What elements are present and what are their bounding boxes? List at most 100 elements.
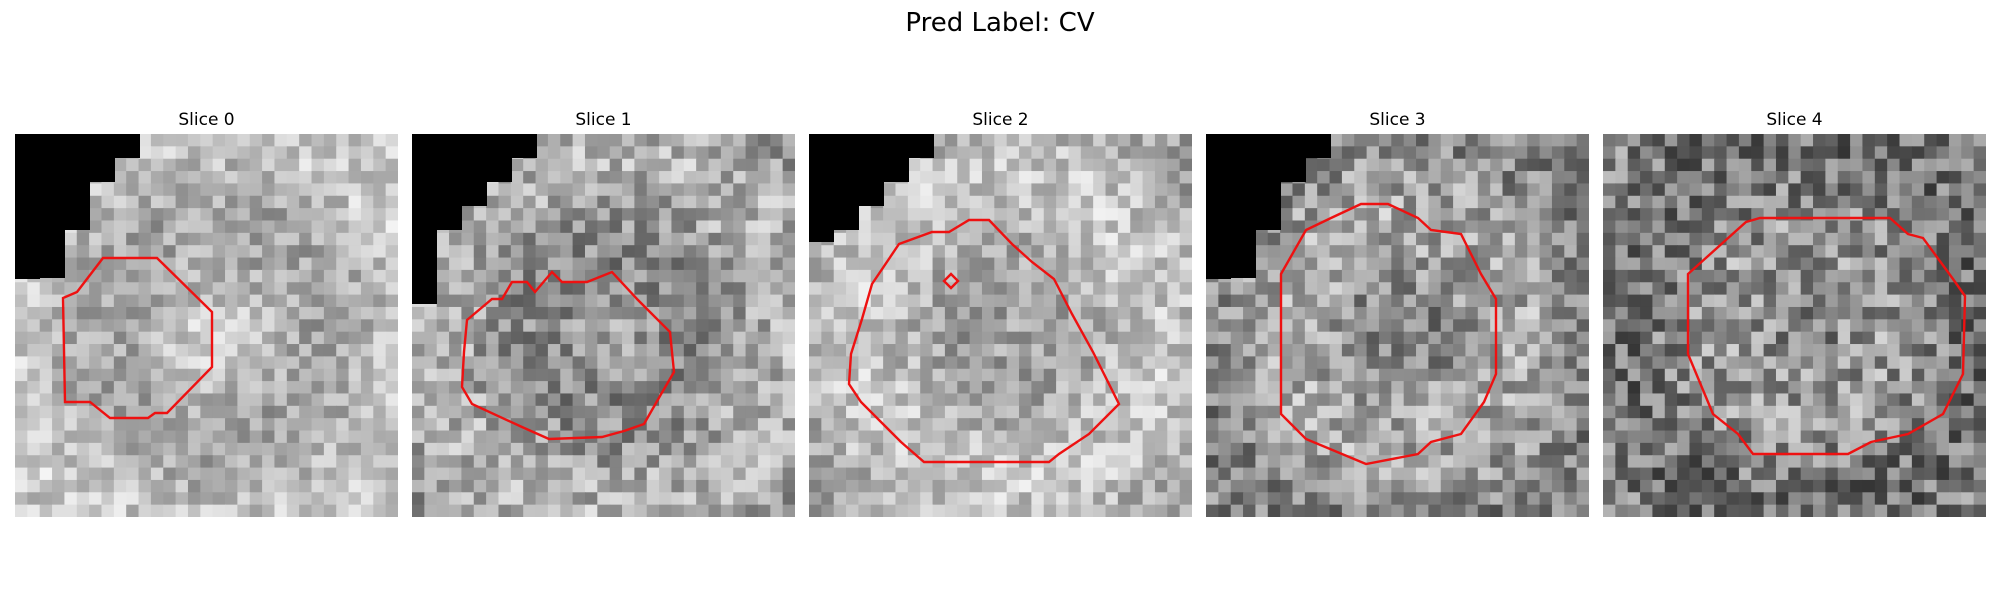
pixel xyxy=(1341,442,1355,456)
pixel xyxy=(1726,294,1740,308)
pixel xyxy=(225,455,238,469)
pixel xyxy=(1043,183,1057,197)
pixel xyxy=(1677,418,1691,432)
pixel xyxy=(1179,479,1192,493)
pixel xyxy=(1825,245,1839,259)
pixel xyxy=(1391,442,1405,456)
pixel xyxy=(1154,269,1168,283)
pixel xyxy=(981,208,995,222)
pixel xyxy=(1366,232,1380,246)
pixel xyxy=(126,208,140,222)
pixel xyxy=(1551,146,1565,160)
pixel xyxy=(262,381,276,395)
pixel xyxy=(1539,393,1553,407)
pixel xyxy=(212,504,226,517)
pixel xyxy=(323,381,337,395)
pixel xyxy=(1788,393,1802,407)
pixel xyxy=(1763,257,1777,271)
pixel xyxy=(634,171,648,185)
pixel xyxy=(1936,418,1950,432)
pixel xyxy=(249,319,263,333)
pixel xyxy=(225,257,238,271)
pixel xyxy=(944,232,958,246)
pixel xyxy=(473,418,487,432)
pixel xyxy=(1391,319,1405,333)
pixel xyxy=(510,220,524,234)
pixel xyxy=(1825,442,1839,456)
pixel xyxy=(1167,368,1181,382)
pixel xyxy=(187,405,201,419)
pixel xyxy=(1243,306,1257,320)
pixel xyxy=(138,418,152,432)
pixel xyxy=(1527,479,1541,493)
pixel xyxy=(1850,158,1864,172)
pixel xyxy=(1391,269,1405,283)
pixel xyxy=(1440,455,1454,469)
pixel xyxy=(1936,356,1950,370)
pixel xyxy=(1167,418,1181,432)
pixel xyxy=(1043,504,1057,517)
pixel xyxy=(1179,368,1192,382)
pixel xyxy=(560,405,574,419)
pixel xyxy=(634,430,648,444)
pixel xyxy=(311,306,325,320)
pixel xyxy=(249,430,263,444)
pixel xyxy=(237,146,251,160)
pixel xyxy=(1763,504,1777,517)
slice-svg xyxy=(1603,134,1986,517)
pixel xyxy=(883,479,897,493)
pixel xyxy=(1576,418,1589,432)
pixel xyxy=(187,331,201,345)
pixel xyxy=(138,479,152,493)
pixel xyxy=(1689,146,1703,160)
pixel xyxy=(1142,306,1156,320)
pixel xyxy=(1218,492,1232,506)
pixel xyxy=(1539,455,1553,469)
pixel xyxy=(560,344,574,357)
pixel xyxy=(1615,183,1629,197)
pixel xyxy=(523,269,537,283)
pixel xyxy=(1800,492,1814,506)
pixel xyxy=(286,195,300,209)
pixel xyxy=(1689,319,1703,333)
pixel xyxy=(1911,294,1925,308)
pixel xyxy=(821,455,835,469)
pixel xyxy=(126,183,140,197)
pixel xyxy=(473,393,487,407)
pixel xyxy=(609,319,623,333)
pixel xyxy=(299,183,313,197)
pixel xyxy=(1317,479,1331,493)
pixel xyxy=(683,195,697,209)
pixel xyxy=(981,344,995,357)
pixel xyxy=(373,467,387,481)
pixel xyxy=(1825,430,1839,444)
pixel xyxy=(1391,245,1405,259)
pixel xyxy=(1329,344,1343,357)
pixel xyxy=(1775,455,1789,469)
pixel xyxy=(969,208,983,222)
pixel xyxy=(1080,504,1094,517)
pixel xyxy=(385,368,398,382)
pixel xyxy=(870,232,884,246)
pixel xyxy=(560,208,574,222)
pixel xyxy=(1130,492,1144,506)
pixel xyxy=(1539,134,1553,147)
pixel xyxy=(770,171,784,185)
pixel xyxy=(1317,282,1331,296)
pixel xyxy=(920,492,934,506)
pixel xyxy=(299,368,313,382)
pixel xyxy=(1837,195,1851,209)
pixel xyxy=(1514,232,1528,246)
pixel xyxy=(944,208,958,222)
pixel xyxy=(733,171,747,185)
pixel xyxy=(498,430,512,444)
pixel xyxy=(634,245,648,259)
pixel xyxy=(163,183,177,197)
pixel xyxy=(1142,319,1156,333)
pixel xyxy=(1440,442,1454,456)
pixel xyxy=(708,479,722,493)
pixel xyxy=(360,195,374,209)
pixel xyxy=(1117,479,1131,493)
pixel xyxy=(1255,430,1269,444)
pixel xyxy=(1664,183,1678,197)
